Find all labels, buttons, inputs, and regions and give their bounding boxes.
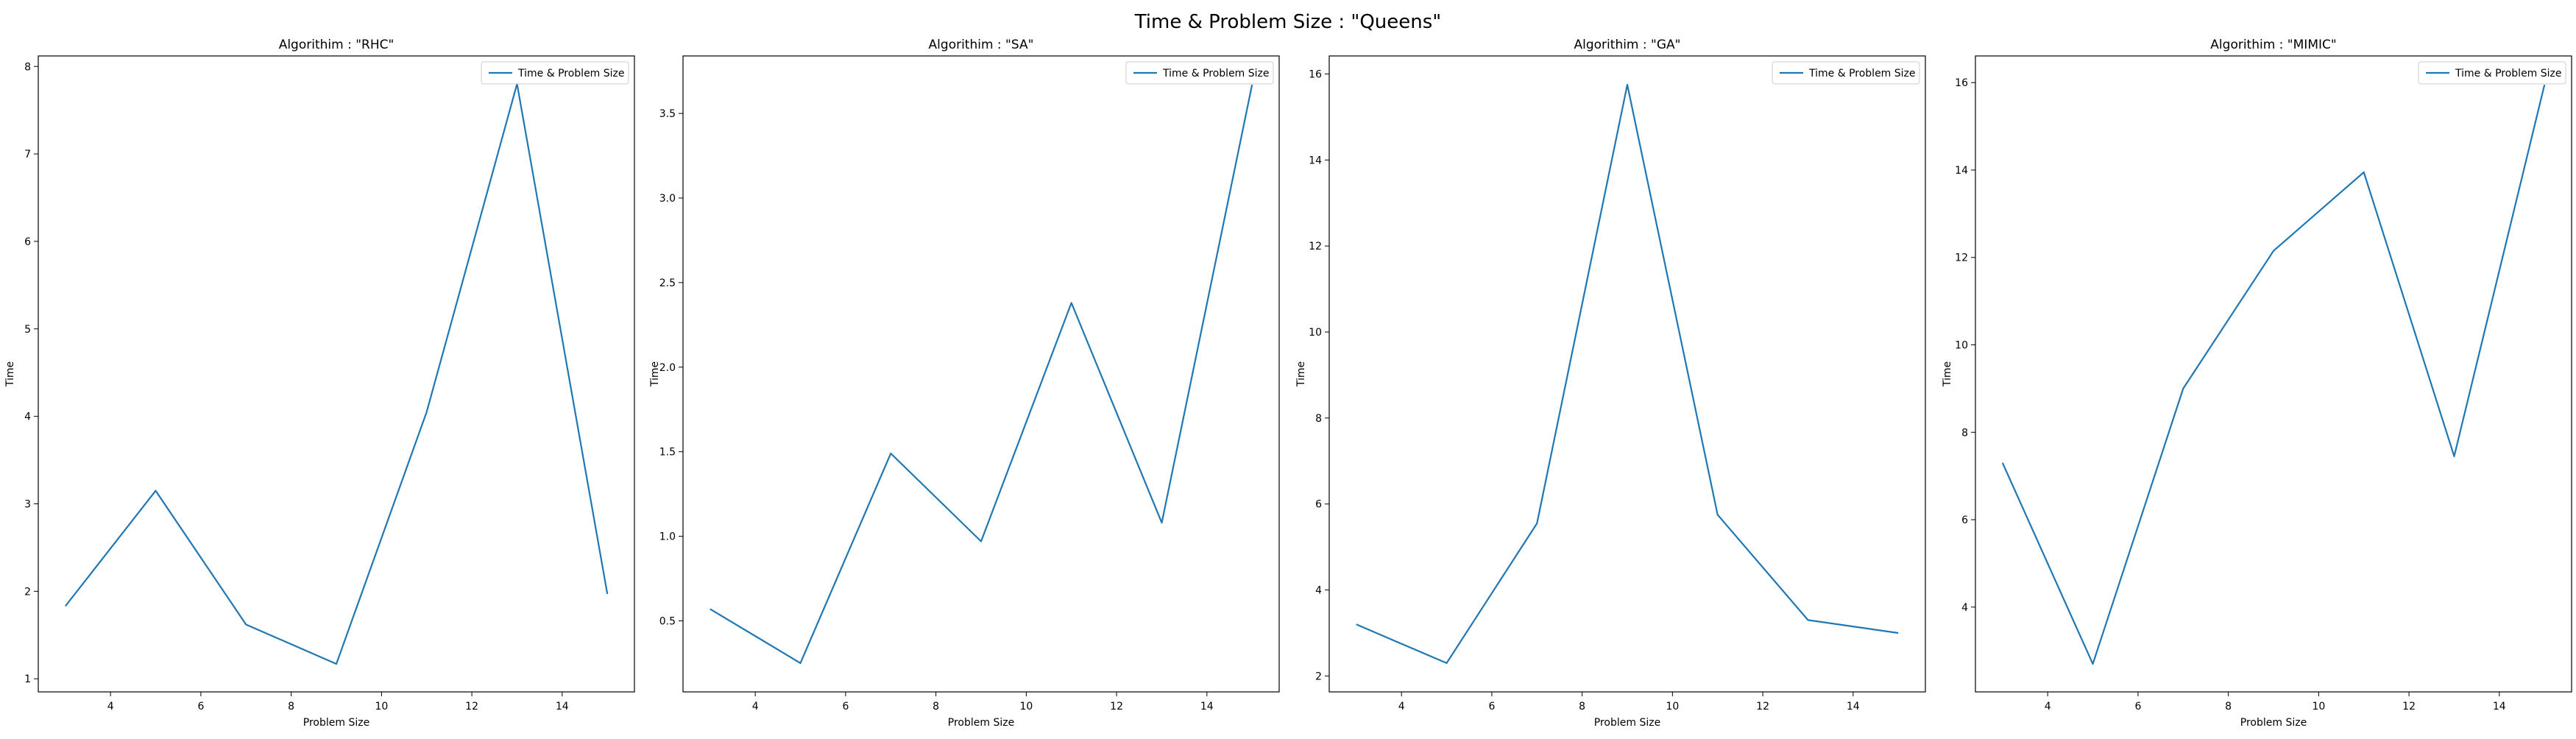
y-tick-label: 12 xyxy=(1955,252,1968,264)
x-tick-label: 14 xyxy=(1200,701,1214,713)
x-axis-label: Problem Size xyxy=(1594,717,1660,729)
y-tick-label: 2 xyxy=(1315,671,1322,682)
subplot-2: Algorithim : "SA" 4 6 8 10 12 14 0.5 1.0 1.5 2.0 2.… xyxy=(649,38,1280,729)
series-line xyxy=(64,82,609,665)
y-tick-label: 1.0 xyxy=(659,531,676,543)
x-tick-label: 10 xyxy=(375,701,388,713)
y-tick-label: 3 xyxy=(24,498,31,510)
x-tick-label: 12 xyxy=(465,701,478,713)
y-tick-label: 14 xyxy=(1955,165,1968,177)
y-tick-label: 12 xyxy=(1309,241,1322,252)
x-tick-label: 8 xyxy=(2225,701,2232,713)
legend-label: Time & Problem Size xyxy=(517,68,625,79)
x-tick-label: 12 xyxy=(1110,701,1123,713)
x-tick-label: 8 xyxy=(288,701,294,713)
y-tick-label: 4 xyxy=(1315,585,1322,597)
y-tick-label: 5 xyxy=(24,324,31,336)
y-tick-label: 4 xyxy=(1961,602,1968,614)
y-axis-label: Time xyxy=(649,361,661,387)
subplot-3: Algorithim : "GA" 4 6 8 10 12 14 2 4 6 8 10 12 14 16 Pr… xyxy=(1295,38,1926,729)
x-axis-label: Problem Size xyxy=(948,717,1014,729)
y-axis-label: Time xyxy=(1295,361,1307,387)
x-tick-label: 6 xyxy=(842,701,849,713)
subplot-1: Algorithim : "RHC"4 6 8 10 12 1412345678Probl… xyxy=(4,38,635,729)
axes-frame xyxy=(682,55,1280,693)
legend-box xyxy=(1772,61,1920,85)
subplot-title: Algorithim : "RHC" xyxy=(279,38,394,52)
y-tick-label: 3.5 xyxy=(659,108,676,120)
x-tick-label: 10 xyxy=(1019,701,1033,713)
y-tick-label: 10 xyxy=(1309,327,1322,339)
x-tick-label: 12 xyxy=(2402,701,2416,713)
y-tick-label: 6 xyxy=(1315,499,1322,511)
y-tick-label: 0.5 xyxy=(659,615,676,627)
y-tick-label: 1 xyxy=(24,673,31,685)
axes-frame xyxy=(1328,55,1926,693)
y-tick-label: 2.5 xyxy=(659,277,676,289)
series-line xyxy=(1356,83,1899,665)
x-tick-label: 4 xyxy=(2045,701,2051,713)
legend-label: Time & Problem Size xyxy=(1808,68,1916,79)
x-tick-label: 14 xyxy=(1847,701,1860,713)
x-axis-label: Problem Size xyxy=(303,717,369,729)
y-tick-label: 6 xyxy=(24,236,31,248)
y-axis-label: Time xyxy=(1942,361,1953,387)
figure-title: Time & Problem Size : "Queens" xyxy=(1134,11,1442,33)
x-tick-label: 6 xyxy=(2134,701,2141,713)
legend-label: Time & Problem Size xyxy=(1162,68,1270,79)
subplot-title: Algorithim : "SA" xyxy=(929,38,1034,52)
axes-frame xyxy=(38,55,635,693)
x-tick-label: 4 xyxy=(752,701,759,713)
x-tick-label: 4 xyxy=(1398,701,1405,713)
x-tick-label: 14 xyxy=(2493,701,2506,713)
legend-box xyxy=(2418,61,2566,85)
x-tick-label: 4 xyxy=(107,701,114,713)
y-tick-label: 7 xyxy=(24,149,31,160)
y-tick-label: 3.0 xyxy=(659,193,676,205)
y-tick-label: 2 xyxy=(24,586,31,598)
subplot-4: Algorithim : "MIMIC" 4 6 8 10 12 14 4 6 8 10 12 14 16… xyxy=(1942,38,2572,729)
x-tick-label: 12 xyxy=(1756,701,1769,713)
y-tick-label: 2.0 xyxy=(659,362,676,374)
x-tick-label: 6 xyxy=(1488,701,1495,713)
legend-label: Time & Problem Size xyxy=(2455,68,2562,79)
x-tick-label: 8 xyxy=(933,701,939,713)
y-tick-label: 8 xyxy=(24,61,31,73)
y-tick-label: 16 xyxy=(1309,69,1322,81)
y-tick-label: 8 xyxy=(1315,413,1322,425)
legend-box xyxy=(1125,61,1274,85)
y-tick-label: 4 xyxy=(24,411,31,423)
x-tick-label: 10 xyxy=(2312,701,2325,713)
x-tick-label: 14 xyxy=(556,701,569,713)
x-tick-label: 8 xyxy=(1579,701,1585,713)
x-axis-label: Problem Size xyxy=(2240,717,2307,729)
y-tick-label: 16 xyxy=(1955,77,1968,89)
axes-frame xyxy=(1975,55,2572,693)
series-line xyxy=(2001,84,2546,665)
y-tick-label: 10 xyxy=(1955,340,1968,352)
y-tick-label: 6 xyxy=(1961,515,1968,526)
legend-box xyxy=(481,61,629,85)
y-tick-label: 1.5 xyxy=(659,447,676,459)
y-tick-label: 14 xyxy=(1309,155,1322,166)
subplot-title: Algorithim : "GA" xyxy=(1574,38,1681,52)
series-line xyxy=(710,84,1253,665)
subplot-title: Algorithim : "MIMIC" xyxy=(2210,38,2336,52)
y-axis-label: Time xyxy=(4,361,16,387)
x-tick-label: 10 xyxy=(1666,701,1679,713)
y-tick-label: 8 xyxy=(1961,427,1968,439)
x-tick-label: 6 xyxy=(197,701,204,713)
